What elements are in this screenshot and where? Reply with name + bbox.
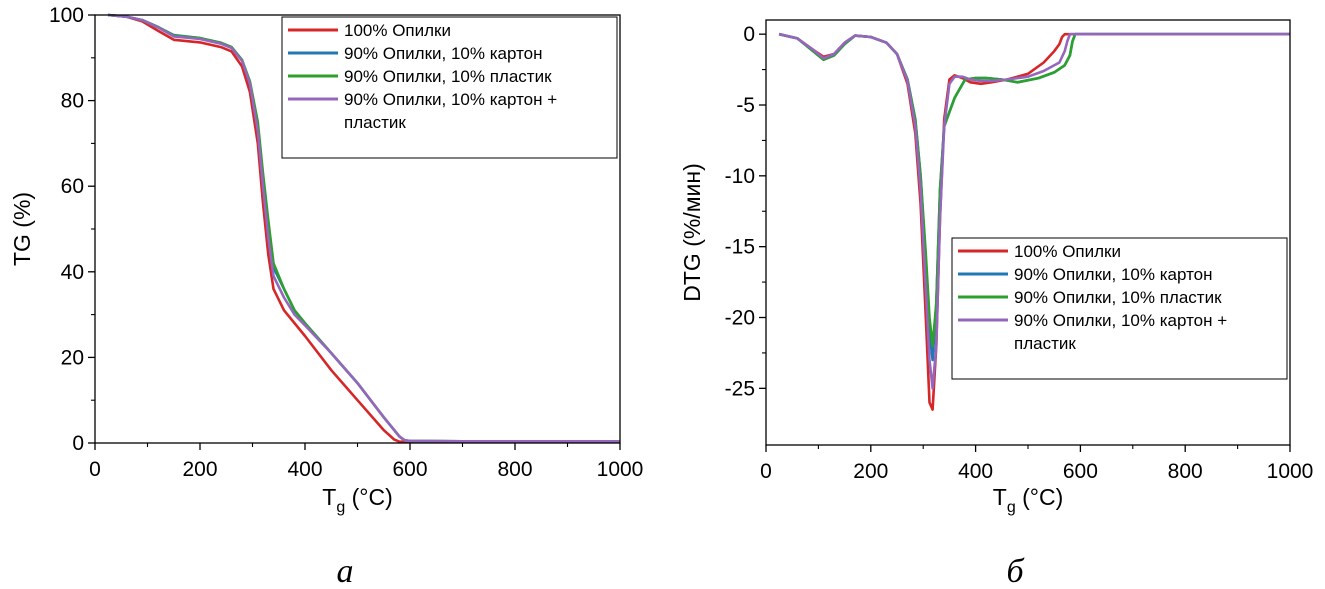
legend-entry-1: 90% Опилки, 10% картон	[1014, 265, 1213, 284]
series-line-0	[107, 13, 620, 443]
legend-entry-3: 90% Опилки, 10% картон + пластик	[1014, 311, 1227, 353]
x-tick-label-5: 1000	[1267, 460, 1314, 483]
x-tick-label-1: 200	[182, 458, 217, 481]
x-tick-label-0: 0	[89, 458, 101, 481]
x-tick-label-4: 800	[497, 458, 532, 481]
y-tick-label-2: 40	[61, 261, 84, 284]
x-axis-label-sub: g	[1007, 499, 1016, 516]
x-axis-label-unit: (°C)	[1016, 484, 1064, 510]
y-tick-label-3: -10	[725, 165, 755, 188]
y-tick-label-0: 0	[72, 432, 84, 455]
y-tick-label-5: 100	[49, 4, 84, 27]
legend-entry-3: 90% Опилки, 10% картон + пластик	[344, 90, 557, 132]
panel-letter: б	[1006, 553, 1025, 589]
plot-frame	[765, 19, 1291, 446]
x-axis-label-main: T	[322, 484, 336, 510]
y-tick-label-2: -15	[725, 236, 755, 259]
legend-entry-1: 90% Опилки, 10% картон	[344, 44, 543, 63]
y-tick-label-4: -5	[736, 94, 755, 117]
series-line-3	[107, 13, 620, 443]
x-axis-label-sub: g	[336, 499, 345, 516]
x-axis-label: Tg (°C)	[322, 484, 393, 516]
series-line-3	[778, 32, 1290, 390]
x-tick-label-3: 600	[392, 458, 427, 481]
legend: 100% Опилки 90% Опилки, 10% картон 90% Опи…	[281, 16, 618, 159]
y-axis-label: TG (%)	[9, 192, 35, 266]
legend-entry-0: 100% Опилки	[344, 21, 451, 40]
x-tick-label-2: 400	[958, 460, 993, 483]
y-tick-label-3: 60	[61, 175, 84, 198]
legend-entry-2: 90% Опилки, 10% пластик	[1014, 288, 1222, 307]
y-axis-label: DTG (%/мин)	[679, 163, 705, 301]
y-tick-label-1: 20	[61, 346, 84, 369]
legend-entry-2: 90% Опилки, 10% пластик	[344, 67, 552, 86]
dtg-panel: 0 200 400 600 800 1000 -25 -20 -15 -10 -5 0 DTG (%/м…	[679, 19, 1314, 589]
x-tick-label-1: 200	[853, 460, 888, 483]
tg-panel: 0 200 400 600 800 1000 0 20 40 60 80 100 TG (%) Tg (°…	[9, 4, 643, 589]
x-tick-label-0: 0	[760, 460, 772, 483]
x-axis-label-main: T	[993, 484, 1007, 510]
legend-entry-0: 100% Опилки	[1014, 242, 1121, 261]
y-tick-label-4: 80	[61, 90, 84, 113]
x-tick-label-5: 1000	[597, 458, 644, 481]
y-tick-label-5: 0	[743, 23, 755, 46]
x-tick-label-2: 400	[287, 458, 322, 481]
x-axis-label: Tg (°C)	[993, 484, 1064, 516]
legend-box	[951, 237, 1288, 380]
legend-box	[281, 16, 618, 159]
legend: 100% Опилки 90% Опилки, 10% картон 90% Опи…	[951, 237, 1288, 380]
y-tick-label-1: -20	[725, 307, 755, 330]
y-tick-label-0: -25	[725, 377, 755, 400]
panel-letter: а	[337, 553, 354, 589]
x-tick-label-4: 800	[1168, 460, 1203, 483]
x-axis-label-unit: (°C)	[345, 484, 393, 510]
x-tick-label-3: 600	[1063, 460, 1098, 483]
